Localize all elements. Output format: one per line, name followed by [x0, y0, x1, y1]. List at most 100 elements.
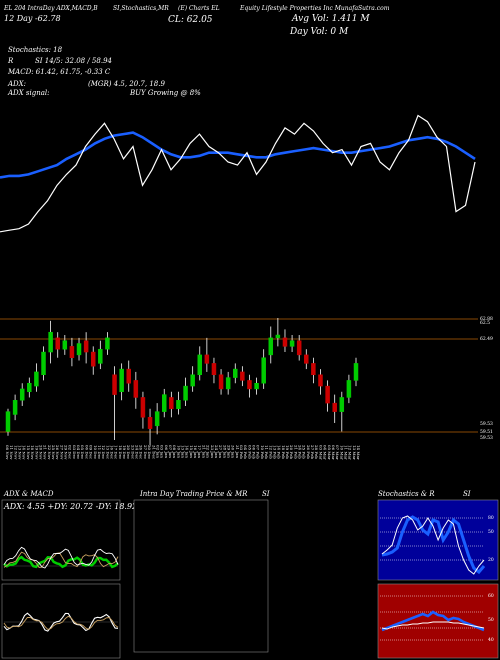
- candlestick-series: [5, 318, 359, 446]
- date-tick-label: 19 Dec: [122, 445, 127, 460]
- date-tick-label: 29 Jan: [227, 445, 232, 458]
- intraday-panel: [133, 499, 269, 653]
- date-tick-label: 03 Jan: [160, 445, 165, 458]
- date-tick-label: 27 Dec: [143, 445, 148, 460]
- candle-body: [133, 380, 139, 398]
- date-tick-label: 06 Mar: [331, 445, 336, 460]
- date-tick-label: 20 Nov: [38, 445, 43, 460]
- date-tick-label: 28 Jan: [222, 445, 227, 458]
- date-tick-label: 10 Mar: [339, 445, 344, 460]
- date-tick-label: 27 Jan: [218, 445, 223, 458]
- intraday-title: Intra Day Trading Price & MR: [139, 490, 248, 498]
- date-tick-label: 03 Feb: [239, 445, 244, 459]
- date-tick-label: 23 Jan: [210, 445, 215, 458]
- candle-body: [332, 402, 337, 412]
- date-tick-label: 06 Dec: [84, 445, 89, 460]
- date-tick-label: 26 Feb: [306, 445, 311, 459]
- date-tick-label: 07 Feb: [256, 445, 261, 459]
- date-tick-label: 24 Jan: [214, 445, 219, 458]
- date-tick-label: 13 Mar: [352, 445, 357, 460]
- si-line: [381, 610, 485, 632]
- si-axis-label: 50: [488, 617, 494, 623]
- candle-body: [240, 371, 245, 381]
- candle-body: [296, 340, 302, 356]
- date-tick-label: 24 Dec: [135, 445, 140, 460]
- candle-body: [254, 383, 259, 390]
- date-tick-label: 18 Nov: [30, 445, 35, 460]
- date-tick-label: 30 Dec: [147, 445, 152, 460]
- stochastics-value: Stochastics: 18: [8, 46, 63, 54]
- date-tick-label: 20 Feb: [289, 445, 294, 459]
- adx-minus-line: [3, 551, 119, 568]
- candle-body: [140, 397, 146, 418]
- date-tick-label: 14 Jan: [185, 445, 190, 458]
- candle-body: [69, 346, 75, 358]
- candle-body: [304, 354, 309, 364]
- stoch-fast-line: [381, 515, 485, 575]
- macd-value: MACD: 61.42, 61.75, -0.33 C: [7, 68, 111, 76]
- candle-body: [12, 400, 18, 415]
- candle-body: [83, 340, 89, 353]
- date-tick-label: 19 Nov: [34, 445, 39, 460]
- price-level-label: 59.53: [480, 435, 493, 441]
- date-tick-label: 12 Mar: [348, 445, 353, 460]
- date-tick-label: 11 Mar: [344, 445, 349, 460]
- date-tick-label: 03 Mar: [318, 445, 323, 460]
- adx-lines: [3, 546, 119, 569]
- macd-line: [3, 612, 119, 632]
- date-tick-label: 02 Jan: [155, 445, 160, 458]
- date-tick-label: 14 Nov: [22, 445, 27, 460]
- avg-volume: Avg Vol: 1.411 M: [291, 14, 370, 24]
- candle-body: [112, 374, 117, 395]
- stoch-axis-label: 20: [488, 557, 494, 563]
- si-lines: 60 50 40: [380, 593, 494, 643]
- candle-body: [211, 363, 217, 375]
- header-line1-mid: SI,Stochastics,MR: [113, 5, 169, 12]
- candle-body: [282, 337, 288, 347]
- date-tick-label: 25 Feb: [302, 445, 307, 459]
- candle-body: [353, 363, 359, 381]
- candle-body: [48, 331, 53, 353]
- price-level-label: 62.88: [480, 316, 493, 322]
- adx-signal-text: BUY Growing @ 8%: [129, 89, 201, 97]
- date-tick-label: 05 Dec: [80, 445, 85, 460]
- date-tick-label: 13 Jan: [181, 445, 186, 458]
- candle-body: [76, 343, 82, 356]
- date-tick-label: 13 Dec: [105, 445, 110, 460]
- candle-body: [126, 368, 131, 384]
- candle-body: [169, 397, 174, 410]
- date-tick-label: 16 Jan: [193, 445, 198, 458]
- price-level-label: 59.53: [480, 421, 493, 427]
- adx-panel: [1, 499, 121, 581]
- date-tick-label: 14 Mar: [356, 445, 361, 460]
- macd-signal-line: [3, 615, 119, 630]
- date-tick-label: 11 Feb: [264, 445, 269, 459]
- candle-body: [275, 334, 281, 339]
- date-tick-label: 08 Jan: [172, 445, 177, 458]
- date-tick-label: 04 Mar: [323, 445, 328, 460]
- date-tick-label: 02 Dec: [68, 445, 73, 460]
- day-volume: Day Vol: 0 M: [289, 27, 349, 37]
- stochastic-slow-line: [0, 131, 476, 179]
- candle-body: [176, 400, 181, 410]
- date-tick-label: 11 Nov: [9, 445, 14, 460]
- stochastics-si-label: SI: [463, 490, 471, 498]
- date-tick-label: 26 Nov: [55, 445, 60, 460]
- date-tick-label: 06 Feb: [252, 445, 257, 459]
- candle-body: [268, 337, 274, 356]
- date-tick-label: 20 Dec: [126, 445, 131, 460]
- date-tick-label: 12 Nov: [13, 445, 18, 460]
- date-tick-label: 07 Jan: [168, 445, 173, 458]
- date-axis: 08 Nov 11 Nov 12 Nov 13 Nov 14 Nov 15 Nov 18 N…: [5, 445, 361, 460]
- candle-body: [34, 371, 39, 387]
- candle-body: [247, 380, 252, 390]
- date-tick-label: 27 Nov: [59, 445, 64, 460]
- stoch-axis-label: 80: [488, 515, 494, 521]
- adx-values: ADX: 4.55 +DY: 20.72 -DY: 18.92: [3, 502, 137, 511]
- candle-body: [197, 354, 203, 375]
- date-tick-label: 25 Nov: [51, 445, 56, 460]
- candle-body: [41, 351, 46, 375]
- adx-mgr-value: (MGR) 4.5, 20.7, 18.9: [88, 80, 165, 88]
- header-line1-left: EL 204 IntraDay ADX,MACD,B: [3, 5, 98, 12]
- date-tick-label: 10 Feb: [260, 445, 265, 459]
